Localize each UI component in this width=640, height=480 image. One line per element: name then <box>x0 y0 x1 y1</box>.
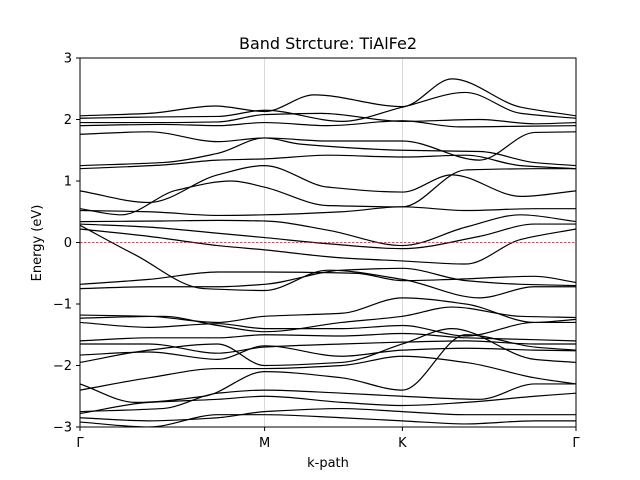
band-line-15 <box>80 271 576 285</box>
band-line-18 <box>80 306 576 333</box>
x-tick-label: Γ <box>76 436 84 451</box>
band-line-11 <box>80 214 576 247</box>
band-line-8 <box>80 165 576 204</box>
y-tick-label: 3 <box>64 52 72 67</box>
band-line-7 <box>80 154 576 170</box>
band-line-6 <box>80 137 576 167</box>
plot-area <box>80 78 576 427</box>
x-tick-label: K <box>398 436 407 451</box>
band-line-24 <box>80 355 576 391</box>
y-tick-label: −1 <box>53 298 72 313</box>
band-line-12 <box>80 223 576 250</box>
y-tick-label: −3 <box>53 421 72 436</box>
band-line-22 <box>80 345 576 360</box>
x-tick-label: Γ <box>572 436 580 451</box>
y-axis-label: Energy (eV) <box>30 205 45 282</box>
x-tick-label: M <box>259 436 270 451</box>
y-tick-label: 0 <box>64 236 72 251</box>
band-line-23 <box>80 327 576 367</box>
band-line-17 <box>80 297 576 324</box>
band-line-19 <box>80 321 576 337</box>
y-tick-label: −2 <box>53 359 72 374</box>
band-line-1 <box>80 78 576 117</box>
y-axis-ticks: −3 −2 −1 0 1 2 3 <box>53 52 80 436</box>
band-line-29 <box>80 414 576 427</box>
y-tick-label: 2 <box>64 113 72 128</box>
band-line-28 <box>80 407 576 422</box>
band-line-13 <box>80 228 576 265</box>
band-line-3 <box>80 112 576 125</box>
band-line-9 <box>80 168 576 216</box>
band-line-2 <box>80 91 576 122</box>
band-line-14 <box>80 224 576 299</box>
band-line-5 <box>80 131 576 161</box>
band-line-16 <box>80 267 576 290</box>
chart-title: Band Strcture: TiAlFe2 <box>239 34 417 53</box>
y-tick-label: 1 <box>64 175 72 190</box>
band-line-27 <box>80 392 576 415</box>
band-line-26 <box>80 383 576 413</box>
band-line-20 <box>80 332 576 342</box>
x-axis-label: k-path <box>307 456 349 471</box>
band-line-10 <box>80 206 576 217</box>
band-line-4 <box>80 120 576 128</box>
